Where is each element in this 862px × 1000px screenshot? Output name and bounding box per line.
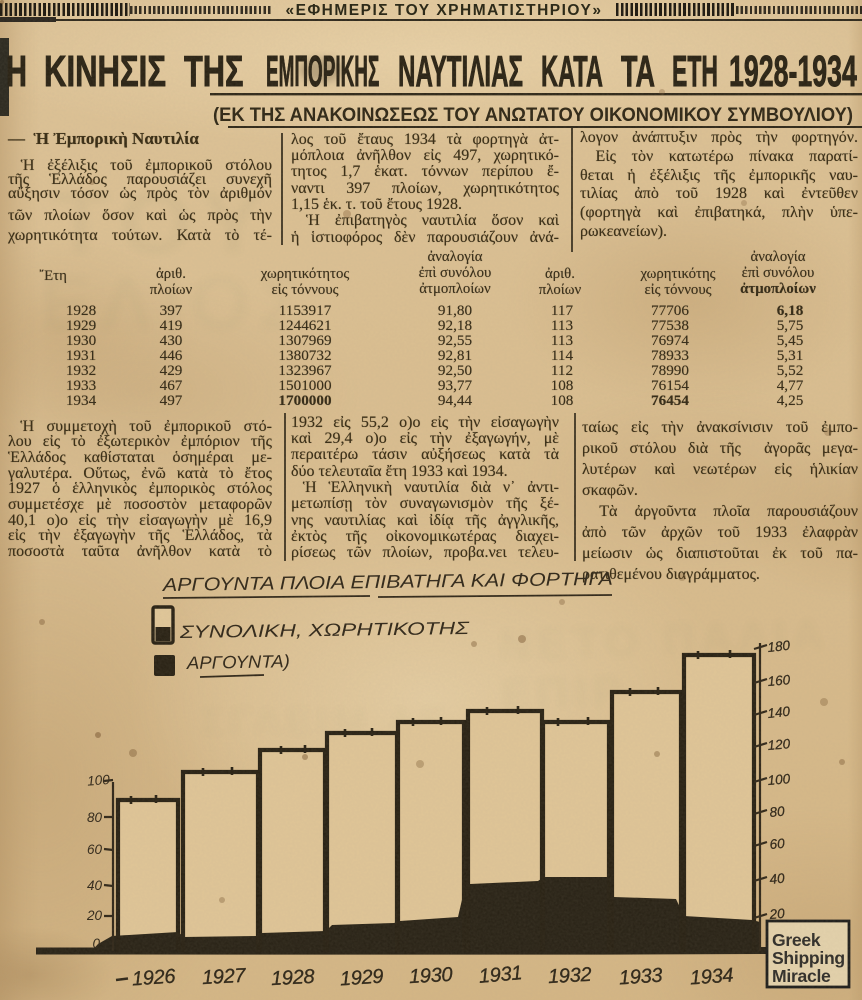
- svg-text:40: 40: [87, 878, 103, 893]
- svg-text:1927: 1927: [201, 965, 247, 989]
- svg-text:ΝΑΥΤΙΛΙΑΣ: ΝΑΥΤΙΛΙΑΣ: [398, 46, 523, 96]
- svg-text:1928: 1928: [270, 966, 315, 990]
- svg-text:Shipping: Shipping: [772, 948, 845, 968]
- svg-text:Greek: Greek: [772, 930, 821, 950]
- svg-text:1933: 1933: [618, 965, 663, 990]
- svg-text:ΣΥΝΟΛΙΚΗ, ΧΩΡΗΤΙΚΟΤΗΣ: ΣΥΝΟΛΙΚΗ, ΧΩΡΗΤΙΚΟΤΗΣ: [178, 618, 470, 642]
- svg-text:ΤΗΣ: ΤΗΣ: [184, 48, 244, 97]
- svg-text:ΤΑ: ΤΑ: [621, 46, 655, 95]
- svg-text:1926: 1926: [131, 965, 177, 990]
- svg-text:ΚΙΝΗΣΙΣ: ΚΙΝΗΣΙΣ: [44, 48, 166, 96]
- svg-text:60: 60: [769, 836, 786, 852]
- svg-text:1930: 1930: [408, 964, 453, 988]
- svg-text:ΑΡΓΟΥΝΤΑ): ΑΡΓΟΥΝΤΑ): [186, 651, 290, 673]
- svg-text:40: 40: [769, 870, 786, 887]
- svg-text:1929: 1929: [339, 966, 384, 991]
- svg-text:140: 140: [767, 704, 791, 721]
- svg-text:Η: Η: [6, 46, 27, 96]
- svg-text:160: 160: [767, 672, 791, 689]
- svg-text:80: 80: [87, 810, 103, 825]
- svg-text:120: 120: [767, 736, 791, 753]
- svg-text:ΕΤΗ: ΕΤΗ: [672, 47, 718, 96]
- svg-text:Miracle: Miracle: [772, 966, 831, 986]
- svg-text:60: 60: [87, 842, 103, 857]
- svg-text:100: 100: [767, 771, 791, 788]
- svg-text:ΚΑΤΑ: ΚΑΤΑ: [541, 47, 603, 96]
- svg-text:0: 0: [92, 936, 100, 951]
- svg-text:80: 80: [769, 803, 786, 820]
- svg-text:180: 180: [767, 638, 791, 655]
- svg-text:1928-1934: 1928-1934: [729, 46, 857, 96]
- svg-text:(ΕΚ ΤΗΣ ΑΝΑΚΟΙΝΩΣΕΩΣ ΤΟΥ ΑΝΩΤΑ: (ΕΚ ΤΗΣ ΑΝΑΚΟΙΝΩΣΕΩΣ ΤΟΥ ΑΝΩΤΑΤΟΥ ΟΙΚΟΝΟ…: [213, 105, 853, 126]
- svg-text:1934: 1934: [689, 965, 734, 990]
- svg-text:ΑΡΓΟΥΝΤΑ ΠΛΟΙΑ ΕΠΙΒΑΤΗΓΑ ΚΑΙ Φ: ΑΡΓΟΥΝΤΑ ΠΛΟΙΑ ΕΠΙΒΑΤΗΓΑ ΚΑΙ ΦΟΡΤΗΓΑ: [162, 568, 613, 595]
- svg-text:1932: 1932: [547, 964, 592, 988]
- svg-text:100: 100: [87, 772, 111, 789]
- svg-text:ΕΜΠΟΡΙΚΗΣ: ΕΜΠΟΡΙΚΗΣ: [266, 47, 379, 96]
- svg-text:20: 20: [86, 908, 103, 923]
- svg-text:1931: 1931: [478, 962, 523, 988]
